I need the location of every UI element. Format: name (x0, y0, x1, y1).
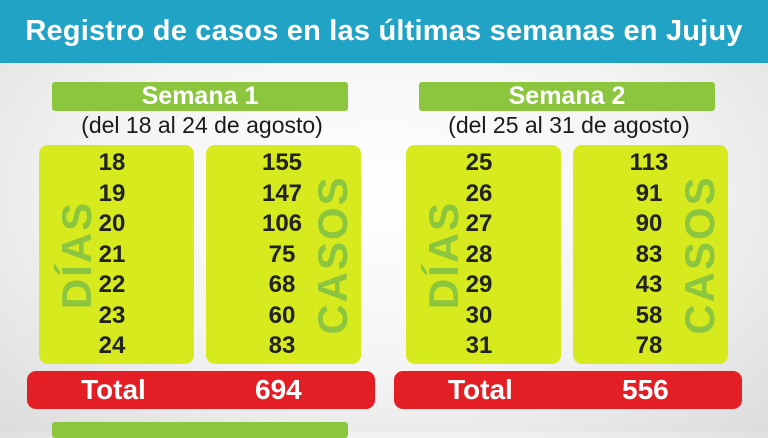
case-value: 147 (261, 179, 303, 207)
case-value: 83 (268, 332, 296, 359)
case-value: 91 (635, 179, 663, 207)
week-label: Semana 1 (52, 82, 348, 111)
case-value: 106 (261, 210, 303, 237)
day-value: 23 (98, 301, 126, 329)
day-value: 31 (465, 332, 493, 359)
days-list: 18 19 20 21 22 23 24 (84, 148, 140, 362)
cases-list: 155 147 106 75 68 60 83 (242, 148, 322, 362)
next-week-label-cropped (52, 422, 348, 438)
case-value: 43 (635, 271, 663, 298)
case-value: 155 (261, 149, 303, 176)
case-value: 90 (635, 210, 663, 237)
week-2-panel: Semana 2 (del 25 al 31 de agosto) DÍAS 2… (394, 82, 744, 412)
day-value: 27 (465, 210, 493, 237)
cases-column: CASOS 113 91 90 83 43 58 78 (573, 145, 728, 364)
total-label: Total (81, 374, 146, 405)
day-value: 28 (465, 240, 493, 268)
week-1-panel: Semana 1 (del 18 al 24 de agosto) DÍAS 1… (27, 82, 377, 412)
total-value: 694 (255, 374, 302, 405)
week-date-range: (del 18 al 24 de agosto) (81, 112, 323, 138)
week-total-bar: Total 694 (27, 371, 375, 409)
day-value: 20 (98, 210, 126, 237)
days-column: DÍAS 18 19 20 21 22 23 24 (39, 145, 194, 364)
week-total-bar: Total 556 (394, 371, 742, 409)
case-value: 75 (268, 240, 296, 268)
days-list: 25 26 27 28 29 30 31 (451, 148, 507, 362)
case-value: 60 (268, 301, 296, 329)
day-value: 25 (465, 149, 493, 176)
day-value: 30 (465, 301, 493, 329)
case-value: 68 (268, 271, 296, 298)
case-value: 78 (635, 332, 663, 359)
week-date-range: (del 25 al 31 de agosto) (448, 112, 690, 138)
case-value: 83 (635, 240, 663, 268)
day-value: 29 (465, 271, 493, 298)
total-label: Total (448, 374, 513, 405)
page-title: Registro de casos en las últimas semanas… (0, 0, 768, 63)
cases-column: CASOS 155 147 106 75 68 60 83 (206, 145, 361, 364)
day-value: 19 (98, 179, 126, 207)
day-value: 24 (98, 332, 126, 359)
days-column: DÍAS 25 26 27 28 29 30 31 (406, 145, 561, 364)
week-label: Semana 2 (419, 82, 715, 111)
day-value: 18 (98, 149, 126, 176)
case-value: 58 (635, 301, 663, 329)
day-value: 22 (98, 271, 126, 298)
case-value: 113 (629, 149, 669, 176)
cases-list: 113 91 90 83 43 58 78 (609, 148, 689, 362)
day-value: 21 (98, 240, 126, 268)
total-value: 556 (622, 374, 669, 405)
day-value: 26 (465, 179, 493, 207)
